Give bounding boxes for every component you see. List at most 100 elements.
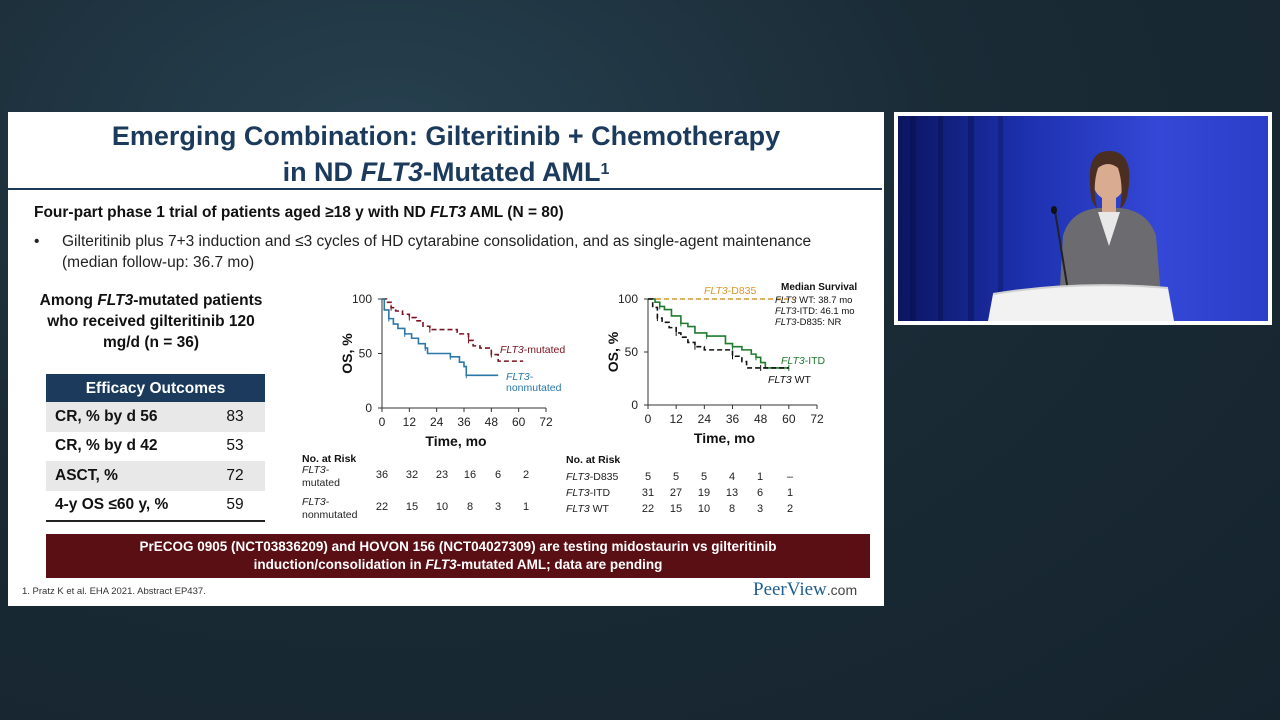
risk-value: 31 <box>642 487 654 499</box>
risk-value: 2 <box>523 469 529 481</box>
bullet-dot: • <box>34 233 40 250</box>
x-tick-label: 0 <box>645 412 652 426</box>
speaker-video-frame <box>898 116 1268 321</box>
microphone-stand <box>1054 210 1069 292</box>
risk-value: 2 <box>787 503 793 515</box>
x-tick-label: 12 <box>669 412 683 426</box>
series-line-flt3-itd <box>648 298 789 369</box>
risk-value: 5 <box>673 471 679 483</box>
risk-value: 15 <box>670 503 682 515</box>
risk-value: 16 <box>464 469 476 481</box>
series-label: FLT3-mutated <box>500 344 565 356</box>
efficacy-table: Efficacy Outcomes CR, % by d 56 83 CR, % … <box>46 374 265 522</box>
risk-row-label: FLT3- <box>302 496 330 508</box>
risk-value: 6 <box>757 487 763 499</box>
banner-line-2: induction/consolidation in FLT3-mutated … <box>253 557 663 572</box>
pending-trials-banner: PrECOG 0905 (NCT03836209) and HOVON 156 … <box>46 534 870 578</box>
peerview-logo: PeerView.com <box>753 579 858 600</box>
risk-row-label: FLT3-ITD <box>566 487 611 499</box>
podium <box>988 285 1174 321</box>
bullet-text: Gilteritinib plus 7+3 induction and ≤3 c… <box>62 233 812 271</box>
series-line-flt3-nonmutated <box>382 298 499 377</box>
y-tick-label: 50 <box>359 347 373 361</box>
y-axis-label: OS, % <box>605 331 621 372</box>
risk-value: 36 <box>376 469 388 481</box>
risk-value: 13 <box>726 487 738 499</box>
title-line-1: Emerging Combination: Gilteritinib + Che… <box>111 121 781 151</box>
table-bottom-rule <box>46 520 265 522</box>
table-row: 4-y OS ≤60 y, % 59 <box>55 496 244 514</box>
speaker-hair <box>1089 151 1130 208</box>
risk-table-header: No. at Risk <box>566 454 620 466</box>
risk-value: 1 <box>523 501 529 513</box>
table-row: CR, % by d 56 83 <box>46 402 265 432</box>
slide-title: Emerging Combination: Gilteritinib + Che… <box>8 118 884 190</box>
x-axis-label: Time, mo <box>425 433 486 449</box>
risk-row-label: FLT3 WT <box>566 503 610 515</box>
risk-row-label: FLT3- <box>302 464 330 476</box>
speaker-shirt <box>1098 212 1120 246</box>
median-survival-line: FLT3-ITD: 46.1 mo <box>775 306 855 317</box>
x-tick-label: 24 <box>430 415 444 429</box>
series-label: FLT3- <box>506 371 534 383</box>
risk-value: 4 <box>729 471 735 483</box>
y-axis-label: OS, % <box>339 333 355 374</box>
x-tick-label: 60 <box>782 412 796 426</box>
series-label: FLT3 WT <box>768 374 812 386</box>
x-tick-label: 48 <box>485 415 499 429</box>
risk-value: 8 <box>729 503 735 515</box>
risk-value: 19 <box>698 487 710 499</box>
y-tick-label: 0 <box>631 398 638 412</box>
curtain-folds <box>910 116 1003 321</box>
risk-value: 1 <box>787 487 793 499</box>
banner-line-1: PrECOG 0905 (NCT03836209) and HOVON 156 … <box>139 539 777 554</box>
risk-value: 8 <box>467 501 473 513</box>
table-row: CR, % by d 42 53 <box>55 437 244 455</box>
risk-value: 15 <box>406 501 418 513</box>
risk-value: 3 <box>495 501 501 513</box>
speaker-scene <box>898 116 1268 321</box>
risk-value: 22 <box>376 501 388 513</box>
risk-value: 3 <box>757 503 763 515</box>
median-survival-line: FLT3-D835: NR <box>775 317 841 328</box>
risk-value: – <box>787 471 794 483</box>
subgroup-heading: Among FLT3-mutated patients who received… <box>39 292 263 351</box>
series-line-flt3-mutated <box>382 298 524 362</box>
series-line-flt3-wt <box>648 298 789 369</box>
risk-value: 5 <box>645 471 651 483</box>
y-tick-label: 100 <box>618 292 638 306</box>
y-tick-label: 0 <box>365 401 372 415</box>
median-survival-line: FLT3 WT: 38.7 mo <box>775 295 852 306</box>
title-divider <box>8 188 882 190</box>
x-tick-label: 72 <box>539 415 553 429</box>
speaker-video <box>894 112 1272 325</box>
x-tick-label: 0 <box>379 415 386 429</box>
risk-value: 10 <box>436 501 448 513</box>
series-label: FLT3-ITD <box>781 355 826 367</box>
trial-description: Four-part phase 1 trial of patients aged… <box>34 204 564 221</box>
series-label-line2: nonmutated <box>506 382 562 394</box>
risk-value: 22 <box>642 503 654 515</box>
median-survival-title: Median Survival <box>781 282 857 293</box>
footnote: 1. Pratz K et al. EHA 2021. Abstract EP4… <box>22 586 206 597</box>
risk-row-label-line2: mutated <box>302 477 340 489</box>
x-tick-label: 60 <box>512 415 526 429</box>
risk-table-header: No. at Risk <box>302 453 356 465</box>
efficacy-table-header: Efficacy Outcomes <box>46 374 265 402</box>
x-axis-label: Time, mo <box>694 430 755 446</box>
y-tick-label: 50 <box>625 345 639 359</box>
x-tick-label: 12 <box>403 415 417 429</box>
risk-value: 10 <box>698 503 710 515</box>
table-row: ASCT, % 72 <box>46 461 265 491</box>
risk-value: 27 <box>670 487 682 499</box>
risk-value: 6 <box>495 469 501 481</box>
x-tick-label: 36 <box>726 412 740 426</box>
risk-value: 5 <box>701 471 707 483</box>
risk-value: 23 <box>436 469 448 481</box>
risk-row-label: FLT3-D835 <box>566 471 618 483</box>
x-tick-label: 36 <box>457 415 471 429</box>
series-label: FLT3-D835 <box>704 285 756 297</box>
title-line-2: in ND FLT3-Mutated AML1 <box>282 157 610 187</box>
